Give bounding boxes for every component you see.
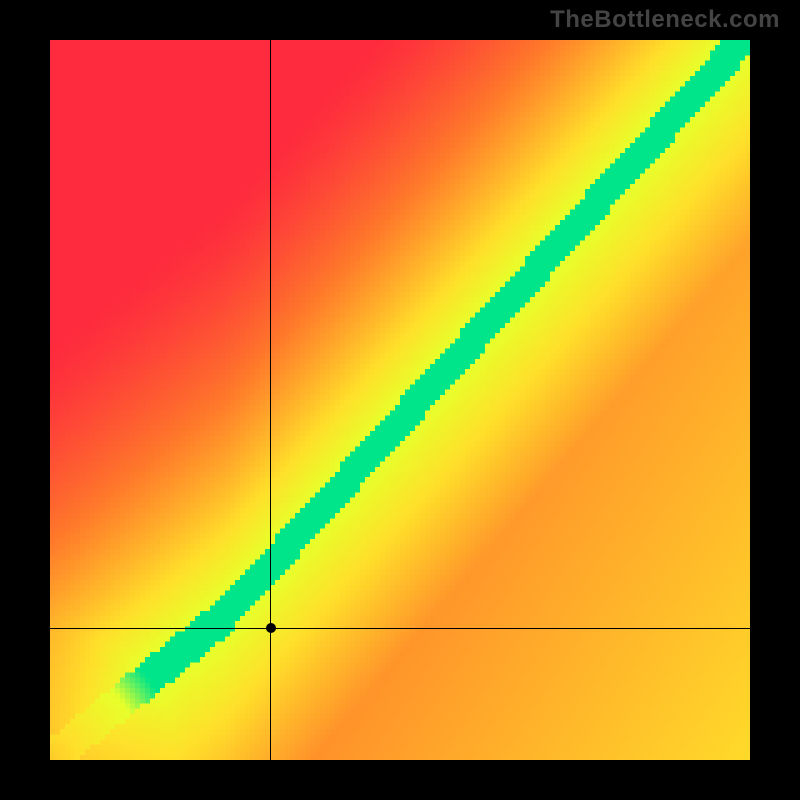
chart-container: TheBottleneck.com bbox=[0, 0, 800, 800]
bottleneck-heatmap bbox=[50, 40, 750, 760]
crosshair-horizontal bbox=[50, 628, 750, 629]
crosshair-marker bbox=[266, 623, 276, 633]
crosshair-vertical bbox=[270, 40, 271, 760]
watermark-text: TheBottleneck.com bbox=[550, 6, 780, 34]
